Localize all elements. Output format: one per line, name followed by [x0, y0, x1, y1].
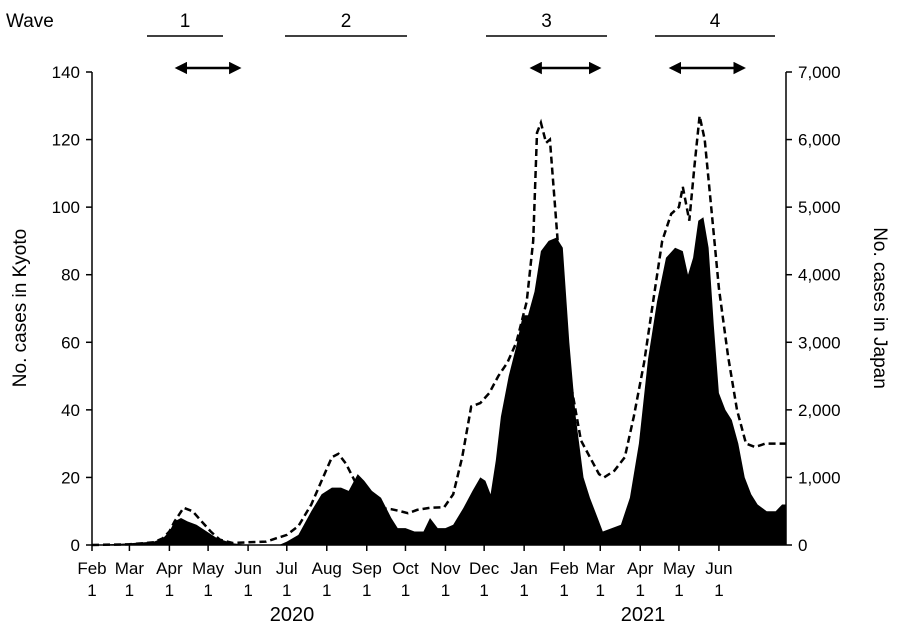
- left-y-tick-label: 80: [61, 266, 80, 285]
- x-tick-month-label: Jun: [705, 559, 732, 578]
- wave-header: Wave 1 2 3 4: [6, 11, 775, 75]
- wave-markers: 1 2 3 4: [147, 11, 775, 75]
- left-y-axis: 0 20 40 60 80 100 120 140 No. cases in Kyoto: [10, 63, 93, 555]
- x-tick-month-label: Jul: [276, 559, 298, 578]
- left-y-tick-label: 0: [71, 536, 80, 555]
- left-y-tick-label: 40: [61, 401, 80, 420]
- left-y-axis-title: No. cases in Kyoto: [10, 229, 31, 387]
- x-tick-day-label: 1: [714, 581, 723, 600]
- x-tick-day-label: 1: [479, 581, 488, 600]
- x-tick-month-label: Mar: [586, 559, 616, 578]
- wave-number-label: 1: [180, 11, 191, 32]
- x-tick-day-label: 1: [203, 581, 212, 600]
- right-y-tick-label: 7,000: [798, 63, 841, 82]
- x-tick-day-label: 1: [125, 581, 134, 600]
- x-tick-day-label: 1: [322, 581, 331, 600]
- x-tick-day-label: 1: [559, 581, 568, 600]
- right-y-tick-label: 6,000: [798, 131, 841, 150]
- left-y-tick-label: 100: [52, 198, 80, 217]
- x-tick-month-label: Dec: [469, 559, 500, 578]
- x-tick-day-label: 1: [282, 581, 291, 600]
- right-y-tick-label: 3,000: [798, 333, 841, 352]
- year-label-2020: 2020: [270, 604, 315, 626]
- wave-number-label: 4: [710, 11, 721, 32]
- x-tick-month-label: Sep: [352, 559, 382, 578]
- right-y-tick-label: 2,000: [798, 401, 841, 420]
- right-y-axis: 0 1,000 2,000 3,000 4,000 5,000 6,000 7,000 No.…: [785, 63, 890, 555]
- x-tick-month-label: Aug: [312, 559, 342, 578]
- kyoto-cases-area: [92, 217, 786, 546]
- right-y-tick-label: 4,000: [798, 266, 841, 285]
- left-y-tick-label: 120: [52, 131, 80, 150]
- japan-cases-dashed-line: [91, 115, 786, 547]
- x-tick-month-label: Jun: [234, 559, 261, 578]
- x-tick-month-label: May: [663, 559, 696, 578]
- x-tick-month-label: Nov: [430, 559, 461, 578]
- wave-header-label: Wave: [6, 11, 54, 32]
- x-tick-day-label: 1: [519, 581, 528, 600]
- x-tick-day-label: 1: [165, 581, 174, 600]
- x-tick-day-label: 1: [596, 581, 605, 600]
- x-tick-day-label: 1: [243, 581, 252, 600]
- wave-number-label: 3: [541, 11, 552, 32]
- wave-number-label: 2: [341, 11, 352, 32]
- right-y-tick-label: 5,000: [798, 198, 841, 217]
- x-tick-day-label: 1: [87, 581, 96, 600]
- x-tick-day-label: 1: [441, 581, 450, 600]
- x-axis: Feb 1 Mar 1 Apr 1 May 1 Jun 1 Jul 1 Aug 1 Sep 1 Oct 1 Nov 1…: [77, 544, 786, 626]
- right-y-tick-label: 0: [798, 536, 807, 555]
- left-y-tick-label: 140: [52, 63, 80, 82]
- x-tick-month-label: Mar: [115, 559, 145, 578]
- x-tick-day-label: 1: [635, 581, 644, 600]
- plot-area: [91, 115, 786, 547]
- x-tick-day-label: 1: [362, 581, 371, 600]
- x-tick-month-label: Oct: [392, 559, 419, 578]
- year-label-2021: 2021: [621, 604, 666, 626]
- x-tick-day-label: 1: [674, 581, 683, 600]
- right-y-tick-label: 1,000: [798, 468, 841, 487]
- left-y-tick-label: 60: [61, 333, 80, 352]
- x-tick-month-label: Jan: [510, 559, 537, 578]
- x-tick-month-label: Feb: [77, 559, 106, 578]
- x-tick-month-label: Feb: [549, 559, 578, 578]
- right-y-axis-title: No. cases in Japan: [869, 227, 890, 389]
- x-tick-day-label: 1: [401, 581, 410, 600]
- x-tick-month-label: May: [192, 559, 225, 578]
- x-tick-month-label: Apr: [627, 559, 654, 578]
- x-tick-month-label: Apr: [156, 559, 183, 578]
- left-y-tick-label: 20: [61, 468, 80, 487]
